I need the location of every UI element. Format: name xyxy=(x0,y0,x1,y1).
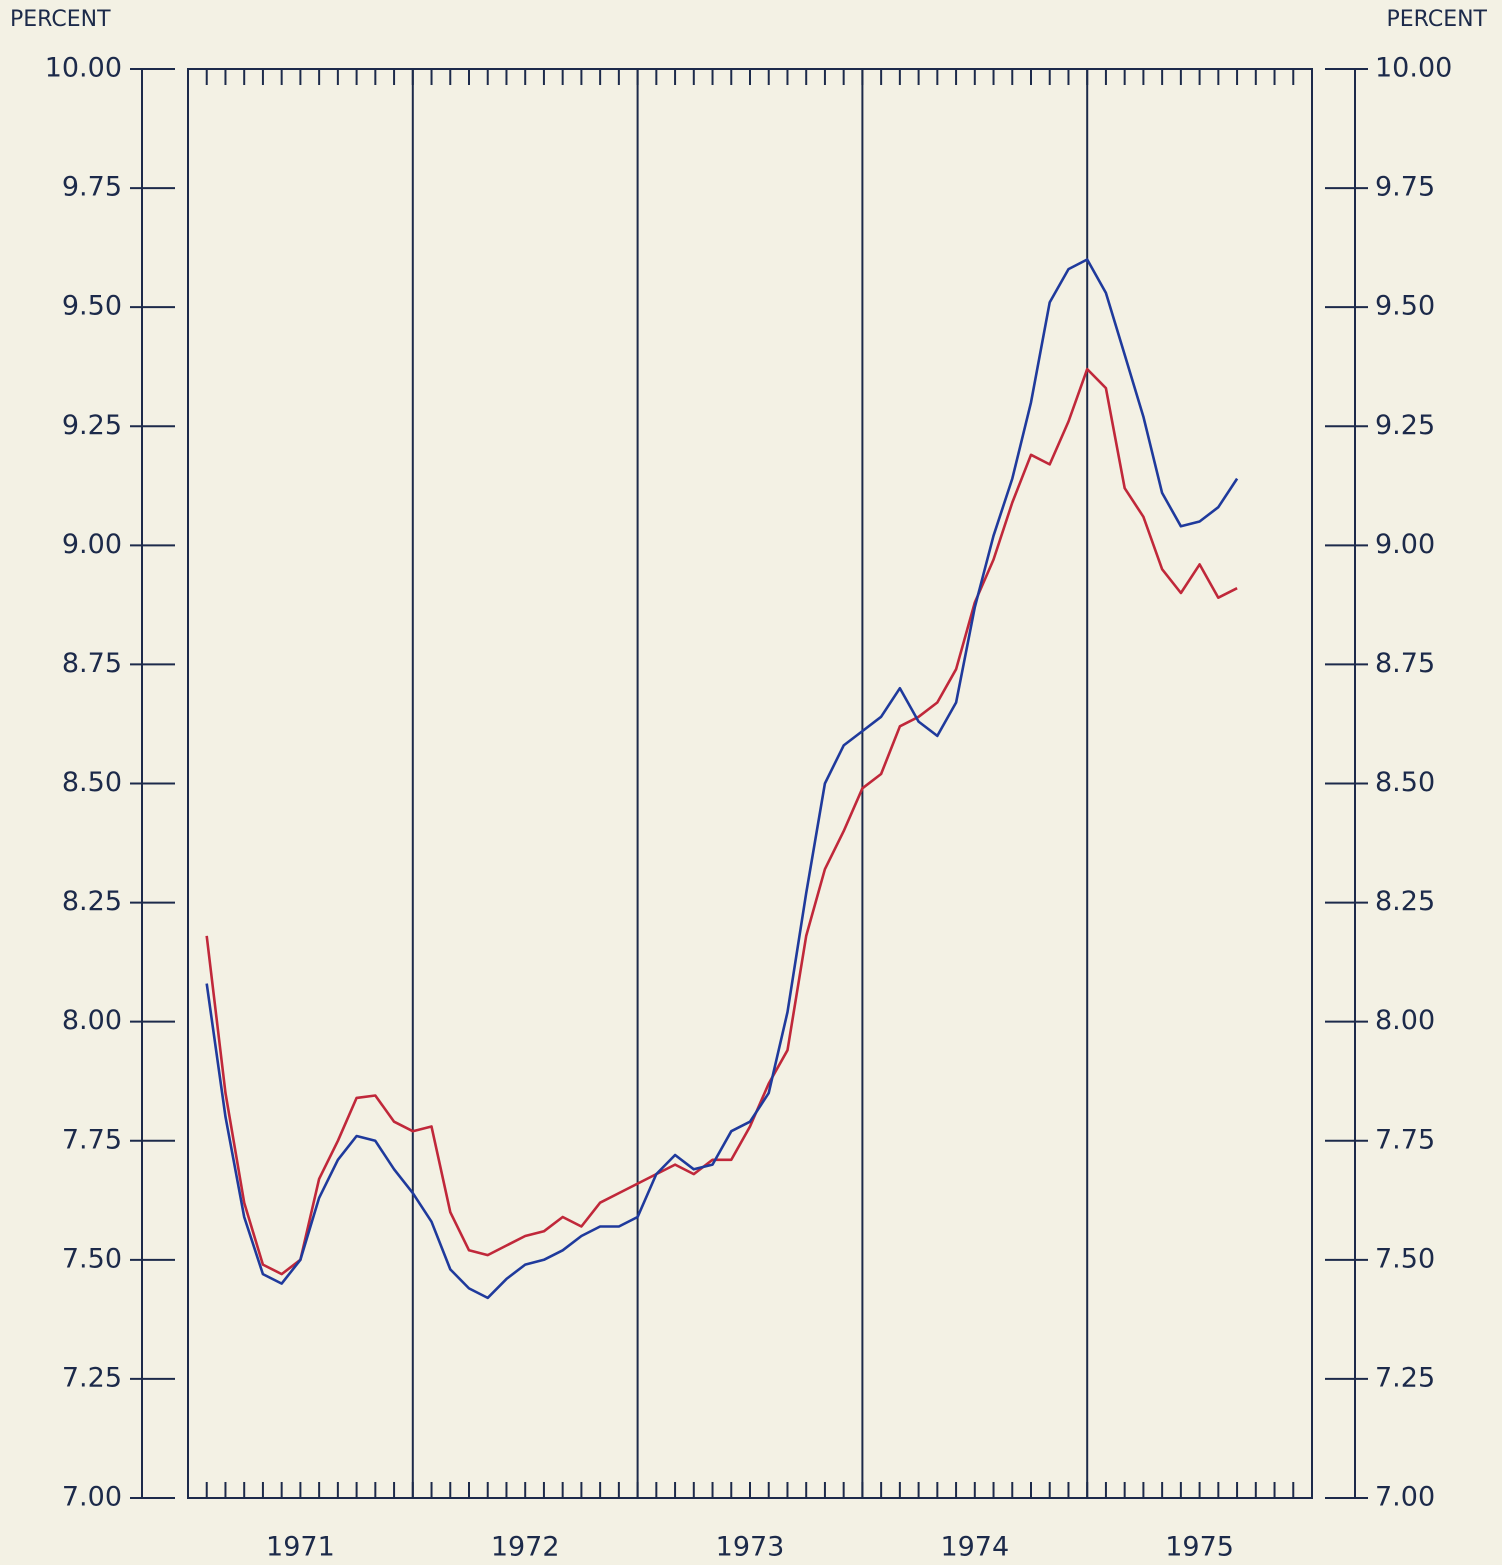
plot-frame xyxy=(187,68,1313,1499)
y-axis-label-right: PERCENT xyxy=(1386,7,1487,32)
x-tick-label: 1971 xyxy=(266,1532,335,1563)
x-tick-label: 1975 xyxy=(1165,1532,1234,1563)
x-tick-label: 1973 xyxy=(716,1532,785,1563)
y2-tick-label: 10.00 xyxy=(1375,53,1452,84)
series-line xyxy=(205,367,1238,1276)
y-tick-label: 9.25 xyxy=(62,410,122,441)
y-tick-label: 9.50 xyxy=(62,291,122,322)
y-tick-label: 7.00 xyxy=(62,1482,122,1513)
y-tick-label: 8.00 xyxy=(62,1005,122,1036)
y2-tick-label: 7.50 xyxy=(1375,1243,1435,1274)
y2-tick-label: 8.25 xyxy=(1375,886,1435,917)
y-tick-label: 7.50 xyxy=(62,1243,122,1274)
y2-tick-label: 8.50 xyxy=(1375,767,1435,798)
y-tick-label: 9.00 xyxy=(62,529,122,560)
y2-tick-label: 9.25 xyxy=(1375,410,1435,441)
series-line xyxy=(205,258,1239,1300)
x-tick-label: 1974 xyxy=(940,1532,1009,1563)
y-tick-label: 7.25 xyxy=(62,1362,122,1393)
y-tick-label: 9.75 xyxy=(62,172,122,203)
y2-tick-label: 7.25 xyxy=(1375,1362,1435,1393)
y2-tick-label: 9.50 xyxy=(1375,291,1435,322)
y-tick-label: 10.00 xyxy=(45,53,122,84)
y2-tick-label: 7.00 xyxy=(1375,1482,1435,1513)
y2-tick-label: 9.75 xyxy=(1375,172,1435,203)
y2-tick-label: 7.75 xyxy=(1375,1124,1435,1155)
y2-tick-label: 9.00 xyxy=(1375,529,1435,560)
x-tick-label: 1972 xyxy=(491,1532,560,1563)
y2-tick-label: 8.00 xyxy=(1375,1005,1435,1036)
y-tick-label: 8.25 xyxy=(62,886,122,917)
y-axis-label-left: PERCENT xyxy=(10,7,111,32)
y-tick-label: 7.75 xyxy=(62,1124,122,1155)
y2-tick-label: 8.75 xyxy=(1375,648,1435,679)
y-tick-label: 8.50 xyxy=(62,767,122,798)
y-tick-label: 8.75 xyxy=(62,648,122,679)
